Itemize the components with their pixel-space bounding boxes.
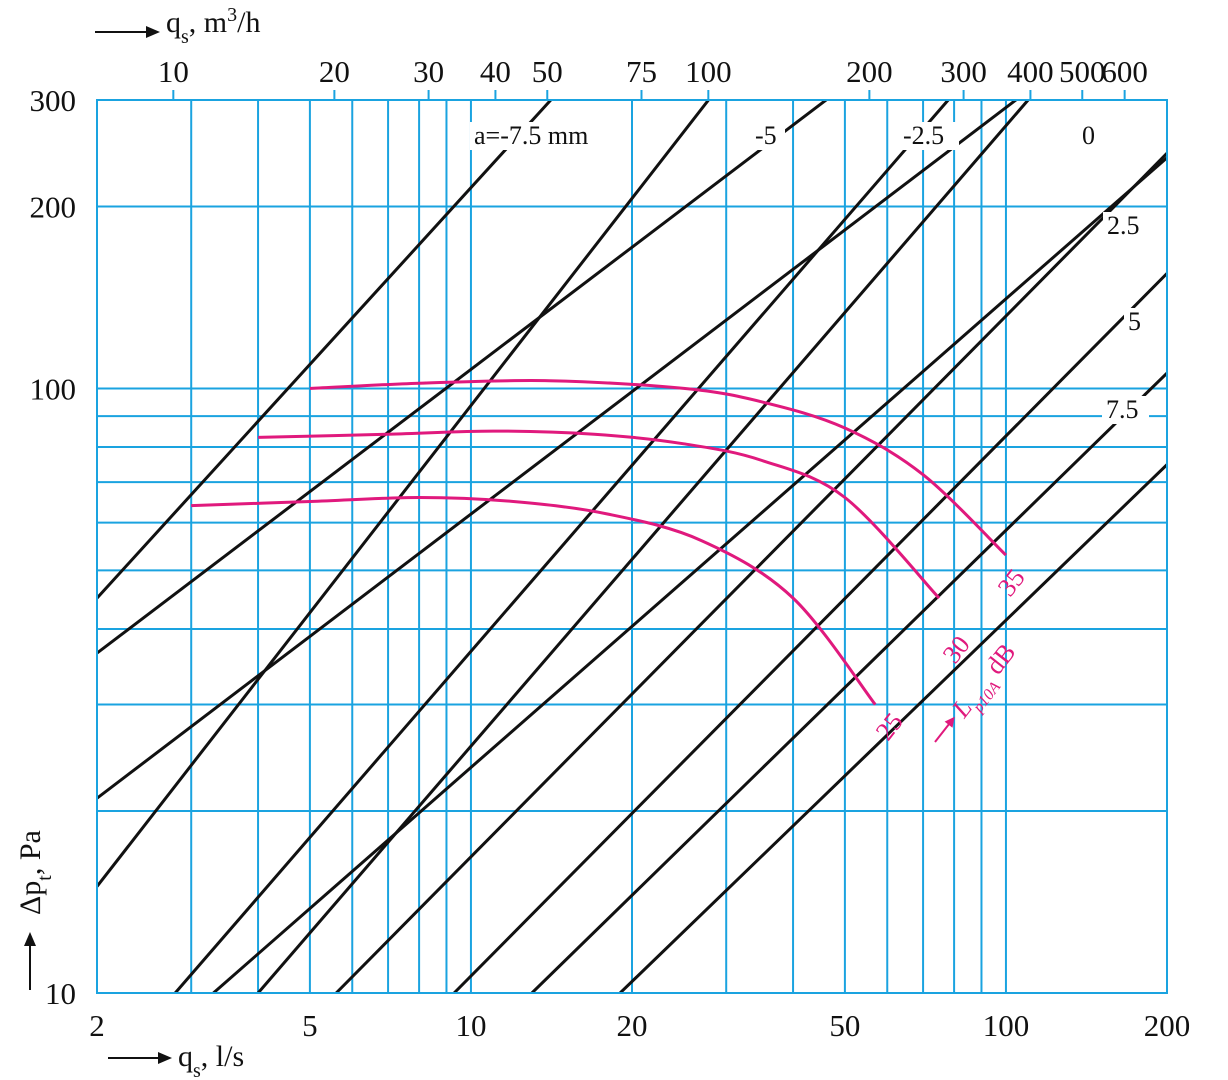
line-label: a=-7.5 mm xyxy=(474,121,588,150)
top-tick-label: 600 xyxy=(1101,54,1148,89)
noise-curve xyxy=(191,495,877,706)
line-label: 2.5 xyxy=(1107,211,1140,240)
noise-curves xyxy=(191,378,1007,706)
top-tick-label: 40 xyxy=(480,54,511,89)
setting-line xyxy=(97,100,829,655)
x-tick-label: 20 xyxy=(617,1008,648,1043)
noise-axis-label: Lp10A dB xyxy=(934,638,1021,743)
x-axis-title: qs, l/s xyxy=(108,1040,244,1080)
svg-text:Δpt, Pa: Δpt, Pa xyxy=(14,830,56,915)
y-tick-label: 10 xyxy=(45,976,76,1011)
line-label: 0 xyxy=(1082,121,1095,150)
top-axis-title: qs, m3/h xyxy=(95,4,260,48)
top-tick-label: 500 xyxy=(1059,54,1106,89)
line-label-bg xyxy=(1102,396,1149,424)
setting-line xyxy=(97,100,552,600)
setting-line xyxy=(453,272,1167,993)
line-label-bg xyxy=(1078,122,1099,150)
setting-line xyxy=(619,462,1167,993)
line-label: -5 xyxy=(755,121,777,150)
y-axis-title: Δpt, Pa xyxy=(14,830,56,990)
setting-line xyxy=(174,100,950,993)
x-tick-label: 2 xyxy=(89,1008,105,1043)
setting-line xyxy=(256,100,1030,993)
plot-frame xyxy=(96,99,1168,994)
top-tick-label: 300 xyxy=(940,54,987,89)
line-label-bg xyxy=(751,122,785,150)
setting-line xyxy=(97,100,710,888)
x-tick-label: 200 xyxy=(1144,1008,1191,1043)
x-tick-label: 100 xyxy=(983,1008,1030,1043)
noise-curve-label: 35 xyxy=(992,563,1031,601)
top-tick-label: 200 xyxy=(846,54,893,89)
top-tick-label: 30 xyxy=(413,54,444,89)
top-tick-label: 20 xyxy=(319,54,350,89)
y-tick-label: 300 xyxy=(30,83,77,118)
x-tick-label: 10 xyxy=(455,1008,486,1043)
line-label-bg xyxy=(1124,308,1145,336)
line-label: -2.5 xyxy=(903,121,944,150)
y-tick-label: 100 xyxy=(30,371,77,406)
line-label: 5 xyxy=(1128,307,1141,336)
line-label-bg xyxy=(470,122,595,150)
setting-line xyxy=(97,100,1019,800)
top-tick-label: 50 xyxy=(532,54,563,89)
noise-curve-label: 25 xyxy=(870,707,909,745)
noise-curve xyxy=(258,429,941,600)
line-label: 7.5 xyxy=(1106,395,1139,424)
line-label-bg xyxy=(899,122,959,150)
svg-text:qs, m3/h: qs, m3/h xyxy=(166,4,260,48)
line-label-bg xyxy=(1103,212,1150,240)
noise-curve xyxy=(309,378,1007,557)
top-tick-label: 75 xyxy=(626,54,657,89)
y-tick-label: 200 xyxy=(30,189,77,224)
top-tick-label: 10 xyxy=(158,54,189,89)
noise-curve-label: 30 xyxy=(937,630,976,668)
x-tick-label: 50 xyxy=(829,1008,860,1043)
grid xyxy=(97,100,1167,993)
top-tick-label: 400 xyxy=(1007,54,1054,89)
svg-text:qs, l/s: qs, l/s xyxy=(178,1040,244,1080)
setting-line xyxy=(335,152,1167,993)
setting-lines xyxy=(97,100,1167,993)
top-tick-label: 100 xyxy=(685,54,732,89)
setting-line xyxy=(212,155,1167,993)
setting-line xyxy=(530,372,1167,993)
x-tick-label: 5 xyxy=(302,1008,318,1043)
